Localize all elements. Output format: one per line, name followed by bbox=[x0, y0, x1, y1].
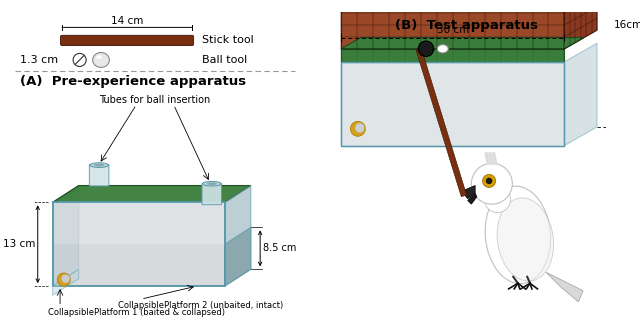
FancyBboxPatch shape bbox=[90, 165, 109, 186]
Circle shape bbox=[58, 273, 70, 286]
FancyBboxPatch shape bbox=[61, 35, 194, 46]
Text: (A)  Pre-experience apparatus: (A) Pre-experience apparatus bbox=[20, 75, 246, 88]
Ellipse shape bbox=[207, 182, 217, 185]
Ellipse shape bbox=[497, 198, 554, 281]
Polygon shape bbox=[341, 49, 564, 62]
Ellipse shape bbox=[484, 186, 511, 212]
Text: Stick tool: Stick tool bbox=[202, 35, 253, 45]
Polygon shape bbox=[52, 202, 225, 286]
Polygon shape bbox=[225, 227, 251, 286]
Ellipse shape bbox=[97, 55, 102, 59]
Text: 30 cm: 30 cm bbox=[436, 25, 469, 35]
Text: (B)  Test apparatus: (B) Test apparatus bbox=[396, 19, 538, 32]
Ellipse shape bbox=[485, 186, 550, 284]
Polygon shape bbox=[468, 193, 477, 204]
Ellipse shape bbox=[90, 163, 108, 167]
Polygon shape bbox=[52, 202, 225, 244]
Ellipse shape bbox=[202, 181, 221, 186]
Polygon shape bbox=[564, 0, 597, 49]
Circle shape bbox=[61, 274, 70, 283]
Polygon shape bbox=[52, 185, 251, 202]
Circle shape bbox=[483, 174, 495, 187]
Ellipse shape bbox=[94, 164, 104, 166]
Circle shape bbox=[472, 163, 513, 204]
Text: 14 cm: 14 cm bbox=[111, 16, 143, 26]
Polygon shape bbox=[225, 185, 251, 286]
Circle shape bbox=[419, 42, 433, 55]
Polygon shape bbox=[52, 185, 79, 286]
Polygon shape bbox=[416, 48, 467, 197]
Ellipse shape bbox=[93, 53, 109, 67]
Circle shape bbox=[351, 121, 365, 136]
Polygon shape bbox=[52, 269, 79, 295]
Polygon shape bbox=[341, 38, 584, 49]
Ellipse shape bbox=[437, 45, 448, 53]
Polygon shape bbox=[546, 272, 583, 302]
Circle shape bbox=[355, 123, 364, 133]
Text: 16cm: 16cm bbox=[614, 20, 640, 30]
Text: CollapsiblePlatform 1 (baited & collapsed): CollapsiblePlatform 1 (baited & collapse… bbox=[48, 308, 225, 317]
Text: Tubes for ball insertion: Tubes for ball insertion bbox=[99, 95, 211, 105]
Text: 8.5 cm: 8.5 cm bbox=[263, 243, 296, 253]
Text: 1.3 cm: 1.3 cm bbox=[20, 55, 58, 65]
Text: CollapsiblePlatform 2 (unbaited, intact): CollapsiblePlatform 2 (unbaited, intact) bbox=[118, 301, 283, 310]
Text: Ball tool: Ball tool bbox=[202, 55, 247, 65]
Text: 13 cm: 13 cm bbox=[3, 239, 35, 249]
FancyBboxPatch shape bbox=[202, 183, 221, 205]
Polygon shape bbox=[564, 43, 597, 146]
Polygon shape bbox=[341, 0, 564, 49]
Circle shape bbox=[486, 178, 492, 184]
Polygon shape bbox=[341, 62, 564, 146]
Polygon shape bbox=[462, 185, 475, 198]
